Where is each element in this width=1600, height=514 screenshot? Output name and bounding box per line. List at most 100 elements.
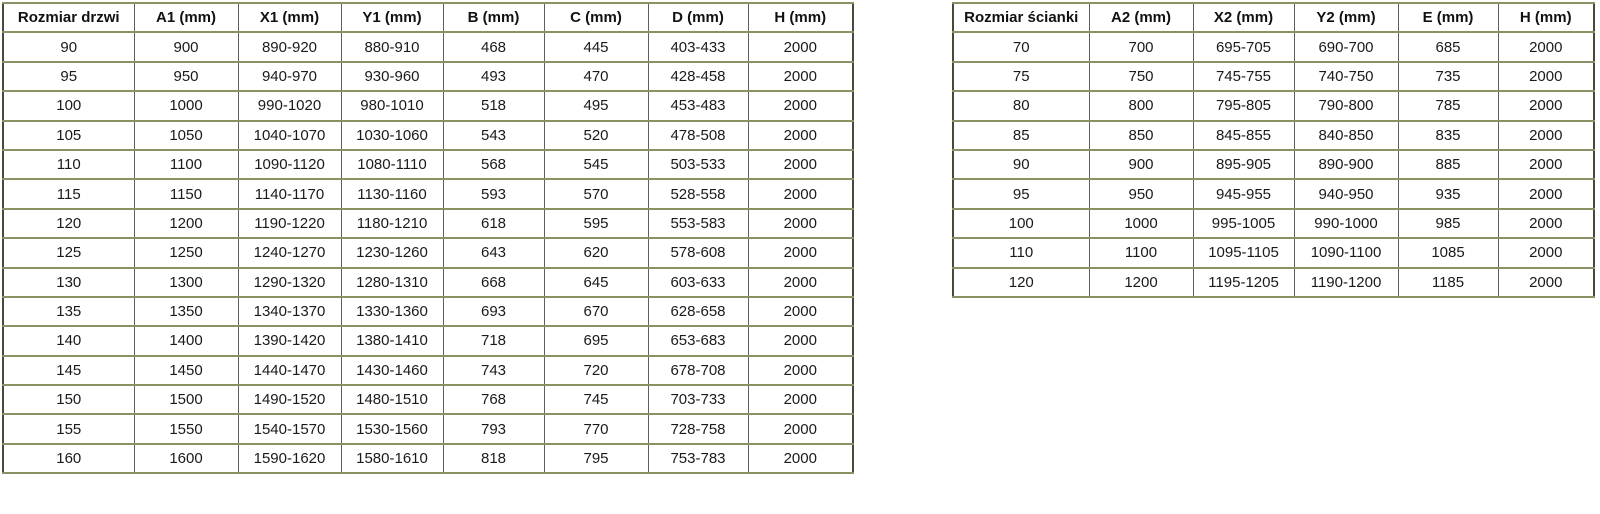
- table-cell: 85: [952, 119, 1090, 151]
- table-cell: 700: [1088, 31, 1194, 63]
- table-cell: 950: [133, 60, 239, 93]
- table-cell: 800: [1088, 90, 1194, 122]
- table-cell: 95: [952, 178, 1090, 210]
- table-cell: 745-755: [1192, 60, 1295, 93]
- column-header: Rozmiar drzwi: [2, 1, 135, 34]
- table-row: 95 950 945-955 940-950 935 2000: [952, 178, 1595, 210]
- table-cell: 1085: [1397, 237, 1499, 269]
- table-row: 120 1200 1190-1220 1180-1210 618 595 553-583 20…: [2, 207, 854, 240]
- table-cell: 1200: [133, 207, 239, 240]
- table-row: 125 1250 1240-1270 1230-1260 643 620 578-608 20…: [2, 237, 854, 269]
- table-cell: 140: [2, 325, 135, 357]
- table-row: 130 1300 1290-1320 1280-1310 668 645 603-633 20…: [2, 266, 854, 298]
- table-cell: 795-805: [1192, 90, 1295, 122]
- table-cell: 950: [1088, 178, 1194, 210]
- table-cell: 695-705: [1192, 31, 1295, 63]
- table-cell: 2000: [747, 148, 854, 181]
- table-cell: 990-1000: [1293, 207, 1399, 240]
- table-cell: 930-960: [340, 60, 444, 93]
- table-cell: 768: [442, 384, 545, 416]
- table-cell: 793: [442, 413, 545, 445]
- table-cell: 2000: [747, 413, 854, 445]
- table-cell: 593: [442, 178, 545, 210]
- table-cell: 618: [442, 207, 545, 240]
- table-cell: 120: [2, 207, 135, 240]
- table-cell: 1090-1120: [237, 148, 342, 181]
- table-cell: 720: [543, 354, 649, 387]
- table-row: 135 1350 1340-1370 1330-1360 693 670 628-658 20…: [2, 295, 854, 328]
- table-cell: 2000: [747, 60, 854, 93]
- table-cell: 743: [442, 354, 545, 387]
- table-cell: 845-855: [1192, 119, 1295, 151]
- table-cell: 1100: [133, 148, 239, 181]
- column-header: X2 (mm): [1192, 1, 1295, 34]
- table-row: 75 750 745-755 740-750 735 2000: [952, 60, 1595, 93]
- table-cell: 1230-1260: [340, 237, 444, 269]
- table-cell: 728-758: [647, 413, 749, 445]
- table-cell: 2000: [1497, 266, 1595, 298]
- table-cell: 115: [2, 178, 135, 210]
- table-cell: 543: [442, 119, 545, 151]
- table-cell: 628-658: [647, 295, 749, 328]
- table-cell: 1380-1410: [340, 325, 444, 357]
- table-cell: 1180-1210: [340, 207, 444, 240]
- table-cell: 818: [442, 442, 545, 475]
- table-cell: 100: [2, 90, 135, 122]
- table-cell: 95: [2, 60, 135, 93]
- table-cell: 1000: [1088, 207, 1194, 240]
- table-cell: 985: [1397, 207, 1499, 240]
- table-cell: 2000: [747, 119, 854, 151]
- table-cell: 890-920: [237, 31, 342, 63]
- table-cell: 110: [2, 148, 135, 181]
- column-header: D (mm): [647, 1, 749, 34]
- table-cell: 1540-1570: [237, 413, 342, 445]
- table-cell: 1500: [133, 384, 239, 416]
- table-cell: 503-533: [647, 148, 749, 181]
- table-cell: 495: [543, 90, 649, 122]
- column-header: C (mm): [543, 1, 649, 34]
- table-cell: 493: [442, 60, 545, 93]
- table-cell: 1530-1560: [340, 413, 444, 445]
- table-cell: 718: [442, 325, 545, 357]
- table-cell: 155: [2, 413, 135, 445]
- table-cell: 2000: [747, 31, 854, 63]
- table-cell: 1150: [133, 178, 239, 210]
- table-cell: 2000: [747, 442, 854, 475]
- table-row: 140 1400 1390-1420 1380-1410 718 695 653-683 20…: [2, 325, 854, 357]
- table-cell: 790-800: [1293, 90, 1399, 122]
- table-cell: 468: [442, 31, 545, 63]
- table-cell: 1290-1320: [237, 266, 342, 298]
- table-cell: 578-608: [647, 237, 749, 269]
- table-row: 110 1100 1090-1120 1080-1110 568 545 503-533 20…: [2, 148, 854, 181]
- table-row: 105 1050 1040-1070 1030-1060 543 520 478-508 20…: [2, 119, 854, 151]
- table-cell: 160: [2, 442, 135, 475]
- table-cell: 90: [2, 31, 135, 63]
- table-cell: 570: [543, 178, 649, 210]
- table-cell: 770: [543, 413, 649, 445]
- table-cell: 670: [543, 295, 649, 328]
- table-cell: 1440-1470: [237, 354, 342, 387]
- table-cell: 1185: [1397, 266, 1499, 298]
- table-cell: 620: [543, 237, 649, 269]
- table-cell: 1200: [1088, 266, 1194, 298]
- table-row: 155 1550 1540-1570 1530-1560 793 770 728-758 20…: [2, 413, 854, 445]
- table-cell: 2000: [747, 90, 854, 122]
- table-cell: 740-750: [1293, 60, 1399, 93]
- table-cell: 840-850: [1293, 119, 1399, 151]
- table-cell: 1250: [133, 237, 239, 269]
- table-row: 95 950 940-970 930-960 493 470 428-458 2000: [2, 60, 854, 93]
- table-cell: 1330-1360: [340, 295, 444, 328]
- table-cell: 1040-1070: [237, 119, 342, 151]
- table-cell: 2000: [747, 237, 854, 269]
- table-cell: 80: [952, 90, 1090, 122]
- table-cell: 645: [543, 266, 649, 298]
- table-cell: 2000: [1497, 237, 1595, 269]
- table-cell: 568: [442, 148, 545, 181]
- table-row: 160 1600 1590-1620 1580-1610 818 795 753-783 20…: [2, 442, 854, 475]
- table-cell: 70: [952, 31, 1090, 63]
- table-cell: 995-1005: [1192, 207, 1295, 240]
- door-sizes-table: Rozmiar drzwi A1 (mm) X1 (mm) Y1 (mm) B (mm)…: [2, 1, 854, 475]
- wall-sizes-header-row: Rozmiar ścianki A2 (mm) X2 (mm) Y2 (mm) E (m…: [952, 1, 1595, 34]
- column-header: A1 (mm): [133, 1, 239, 34]
